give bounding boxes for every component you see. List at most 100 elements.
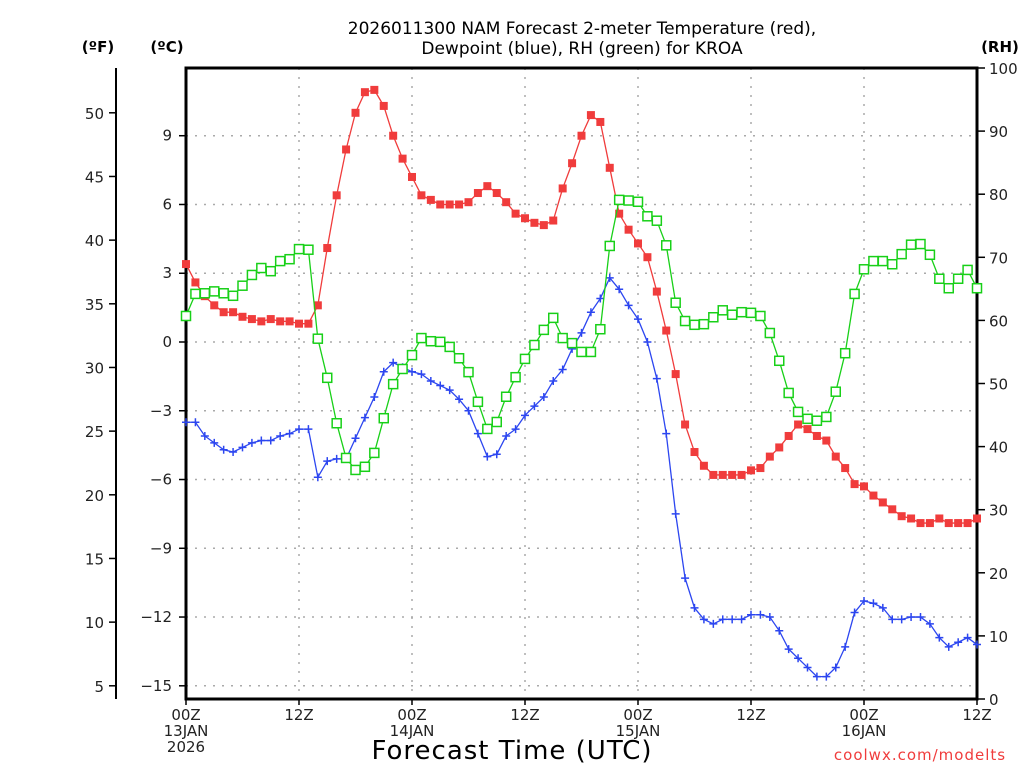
rh-tick-label: 60	[989, 312, 1008, 330]
dewpoint-point	[765, 613, 774, 622]
temperature-point	[295, 319, 303, 328]
temperature-point	[247, 315, 256, 324]
x-tick-label: 12Z	[962, 706, 991, 724]
rh-point	[312, 333, 324, 344]
temperature-point	[426, 195, 435, 204]
rh-point	[472, 396, 484, 408]
temperature-point	[728, 470, 737, 479]
temperature-point	[860, 482, 868, 491]
dewpoint-point	[784, 645, 793, 654]
rh-point	[576, 346, 587, 358]
temperature-point	[389, 131, 398, 140]
temperature-point	[916, 519, 925, 528]
temperature-point	[568, 159, 577, 168]
dewpoint-point	[841, 642, 850, 651]
rh-point	[246, 269, 258, 281]
temperature-point	[398, 154, 407, 163]
rh-point	[887, 258, 898, 270]
dewpoint-point	[794, 654, 803, 663]
temperature-point	[718, 470, 727, 479]
temperature-point	[973, 514, 981, 523]
dewpoint-point	[596, 294, 605, 303]
temperature-point	[888, 505, 897, 514]
dewpoint-point	[379, 367, 388, 376]
rh-tick-label: 30	[989, 502, 1008, 520]
temperature-point	[351, 108, 360, 117]
f-tick-label: 10	[85, 614, 104, 632]
temperature-point	[878, 498, 887, 507]
dewpoint-point	[210, 438, 219, 447]
rh-point	[943, 282, 954, 294]
dewpoint-point	[219, 445, 228, 454]
dewpoint-point	[973, 640, 981, 649]
f-tick-label: 5	[94, 678, 104, 696]
dewpoint-point	[944, 642, 953, 651]
f-tick-label: 20	[85, 487, 104, 505]
temperature-point	[812, 431, 821, 440]
x-tick-label: 14JAN	[390, 722, 435, 740]
dewpoint-point	[200, 431, 209, 440]
credit-link[interactable]: coolwx.com/modelts	[834, 746, 1006, 764]
dewpoint-point	[266, 436, 275, 445]
dewpoint-point	[389, 358, 398, 367]
rh-point	[482, 423, 493, 435]
plot-frame	[184, 66, 979, 701]
temperature-point	[313, 301, 322, 310]
rh-point	[444, 341, 455, 353]
rh-point	[971, 282, 983, 294]
rh-point	[924, 249, 936, 261]
temperature-point	[756, 464, 765, 473]
dewpoint-point	[285, 429, 294, 438]
temperature-point	[747, 466, 755, 475]
temperature-point	[210, 301, 219, 310]
rh-tick-label: 80	[989, 186, 1008, 204]
temperature-point	[624, 225, 633, 234]
rh-point	[293, 243, 305, 255]
dewpoint-point	[238, 443, 247, 452]
rh-point	[585, 346, 597, 358]
rh-point	[708, 311, 719, 323]
dewpoint-point	[323, 457, 332, 466]
temperature-point	[229, 308, 238, 317]
dewpoint-point	[539, 393, 548, 402]
c-tick-label: −6	[150, 471, 172, 489]
temperature-point	[379, 101, 388, 110]
rh-point	[284, 253, 295, 265]
dewpoint-point	[681, 574, 690, 583]
rh-unit-label: (RH)	[981, 38, 1019, 56]
dewpoint-series	[182, 273, 981, 681]
temperature-point	[944, 519, 953, 528]
x-tick-label: 13JAN	[164, 722, 209, 740]
dewpoint-point	[492, 450, 501, 459]
rh-point	[416, 332, 427, 344]
rh-point	[209, 286, 220, 297]
dewpoint-point	[831, 663, 840, 672]
rh-point	[218, 288, 229, 299]
rh-point	[425, 335, 437, 347]
rh-point	[359, 461, 371, 473]
dewpoint-point	[502, 431, 511, 440]
rh-point	[274, 255, 286, 267]
fahrenheit-unit-label: (ºF)	[82, 38, 114, 56]
gridlines	[186, 68, 977, 699]
dewpoint-point	[257, 436, 266, 445]
dewpoint-point	[747, 610, 755, 619]
rh-tick-label: 0	[989, 691, 999, 709]
rh-point	[689, 319, 700, 331]
f-tick-label: 15	[85, 550, 104, 568]
rh-point	[877, 255, 889, 267]
dewpoint-point	[615, 285, 624, 294]
dewpoint-point	[605, 273, 614, 282]
dewpoint-point	[803, 663, 812, 672]
dewpoint-point	[276, 431, 285, 440]
temperature-line	[185, 89, 978, 524]
temperature-point	[671, 370, 680, 379]
dewpoint-point	[775, 626, 784, 635]
dewpoint-point	[408, 367, 416, 376]
dewpoint-point	[850, 608, 859, 617]
c-tick-label: 9	[162, 127, 172, 145]
dewpoint-point	[963, 633, 972, 642]
chart-title-line1: 2026011300 NAM Forecast 2-meter Temperat…	[348, 19, 816, 39]
temperature-point	[699, 461, 708, 470]
